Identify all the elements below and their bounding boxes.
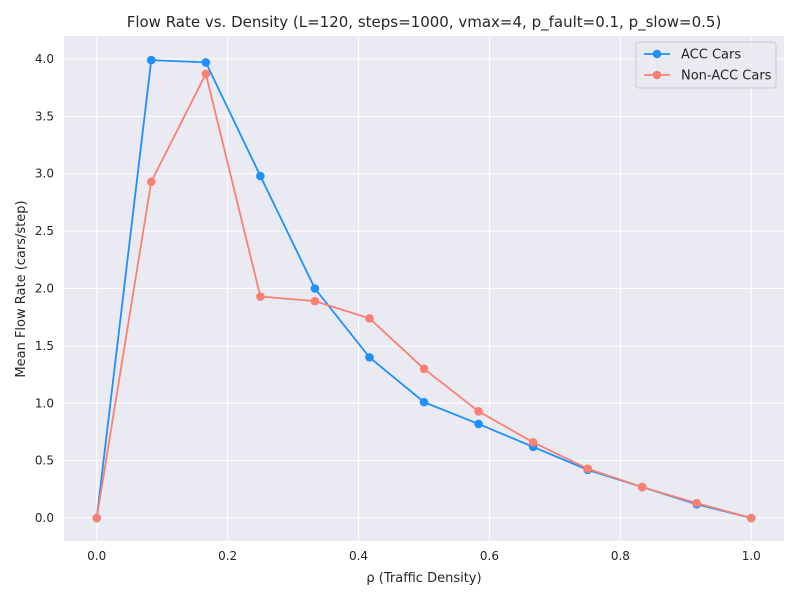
data-point-s0-5 xyxy=(365,353,374,362)
data-point-s1-1 xyxy=(146,177,156,187)
data-point-s1-9 xyxy=(583,464,592,473)
data-point-s1-11 xyxy=(692,498,702,508)
y-tick-label-4: 2.0 xyxy=(35,282,54,296)
data-point-s1-4 xyxy=(310,296,320,306)
data-point-s0-2 xyxy=(201,58,211,67)
series-layer xyxy=(92,55,756,523)
data-point-s0-3 xyxy=(256,171,265,181)
y-tick-label-8: 4.0 xyxy=(35,52,54,66)
data-point-s1-6 xyxy=(419,364,429,374)
y-tick-label-3: 1.5 xyxy=(35,339,54,353)
data-point-s1-7 xyxy=(474,407,483,416)
x-tick-label-5: 1.0 xyxy=(742,549,761,563)
y-tick-label-7: 3.5 xyxy=(35,109,54,123)
legend-label-0: ACC Cars xyxy=(681,48,741,63)
legend-label-1: Non-ACC Cars xyxy=(681,69,772,84)
x-tick-label-4: 0.8 xyxy=(611,549,630,563)
data-point-s1-8 xyxy=(528,437,538,447)
y-axis-label: Mean Flow Rate (cars/step) xyxy=(14,200,29,377)
data-point-s1-12 xyxy=(746,513,756,523)
y-tick-label-5: 2.5 xyxy=(35,224,54,238)
legend-marker-1 xyxy=(652,70,662,80)
chart-title: Flow Rate vs. Density (L=120, steps=1000… xyxy=(127,13,722,32)
data-point-s1-3 xyxy=(256,292,265,301)
data-point-s1-5 xyxy=(365,314,374,323)
data-point-s0-7 xyxy=(474,419,483,429)
data-point-s1-10 xyxy=(637,482,647,492)
y-tick-label-0: 0.0 xyxy=(35,511,54,525)
data-point-s1-2 xyxy=(201,69,211,79)
data-point-s0-1 xyxy=(146,55,156,65)
x-tick-label-3: 0.6 xyxy=(480,549,499,563)
data-point-s0-4 xyxy=(310,284,320,293)
x-tick-label-0: 0.0 xyxy=(87,549,106,563)
y-tick-label-2: 1.0 xyxy=(35,396,54,410)
legend-marker-0 xyxy=(652,49,662,59)
y-tick-label-6: 3.0 xyxy=(35,167,54,181)
data-point-s0-6 xyxy=(419,397,429,407)
y-tick-label-1: 0.5 xyxy=(35,454,54,468)
x-axis-label: ρ (Traffic Density) xyxy=(366,571,481,586)
legend-frame xyxy=(635,41,777,89)
x-tick-label-2: 0.4 xyxy=(349,549,368,563)
x-tick-label-1: 0.2 xyxy=(218,549,237,563)
tick-labels: 0.0 0.2 0.4 0.6 0.8 1.0 0.0 0.5 1.0 1.5 2.0 2.5 3.0 3… xyxy=(35,52,761,563)
grid-lines xyxy=(64,36,784,541)
data-point-s1-0 xyxy=(92,513,102,523)
series-1 xyxy=(92,69,756,523)
legend: ACC Cars Non-ACC Cars xyxy=(635,41,777,89)
